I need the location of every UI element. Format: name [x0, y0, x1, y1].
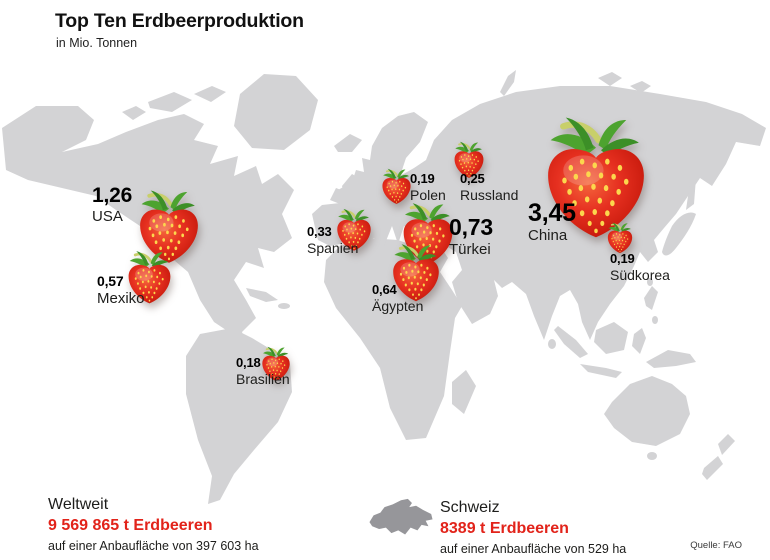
- marker-label-aegypten: 0,64 Ägypten: [372, 282, 424, 314]
- weltweit-area: auf einer Anbaufläche von 397 603 ha: [48, 539, 259, 553]
- marker-label-tuerkei: 0,73 Türkei: [449, 214, 493, 259]
- source-credit: Quelle: FAO: [690, 540, 742, 551]
- strawberry-icon-suedkorea: [607, 222, 633, 254]
- country-polen: Polen: [410, 186, 446, 203]
- country-tuerkei: Türkei: [449, 240, 491, 258]
- value-spanien: 0,33: [307, 224, 332, 239]
- country-china: China: [528, 227, 568, 244]
- value-mexiko: 0,57: [97, 273, 124, 289]
- value-polen: 0,19: [410, 171, 435, 186]
- switzerland-map-icon: [369, 498, 433, 535]
- country-suedkorea: Südkorea: [610, 266, 670, 283]
- schweiz-summary: Schweiz 8389 t Erdbeeren auf einer Anbau…: [440, 498, 626, 558]
- country-mexiko: Mexiko: [97, 289, 145, 307]
- country-aegypten: Ägypten: [372, 297, 424, 314]
- weltweit-title: Weltweit: [48, 496, 109, 513]
- marker-label-brasilien: 0,18 Brasilien: [236, 355, 290, 387]
- weltweit-production: 9 569 865 t Erdbeeren: [48, 517, 213, 534]
- schweiz-production: 8389 t Erdbeeren: [440, 520, 569, 537]
- weltweit-summary: Weltweit 9 569 865 t Erdbeeren auf einer…: [48, 495, 259, 555]
- country-brasilien: Brasilien: [236, 370, 290, 387]
- marker-label-mexiko: 0,57 Mexiko: [97, 273, 145, 307]
- value-aegypten: 0,64: [372, 282, 397, 297]
- value-china: 3,45: [528, 199, 576, 227]
- marker-label-suedkorea: 0,19 Südkorea: [610, 251, 670, 283]
- country-usa: USA: [92, 207, 123, 225]
- page-title: Top Ten Erdbeerproduktion: [55, 10, 304, 32]
- schweiz-title: Schweiz: [440, 499, 500, 516]
- page-subtitle: in Mio. Tonnen: [56, 36, 138, 50]
- value-tuerkei: 0,73: [449, 214, 493, 240]
- marker-label-usa: 1,26 USA: [92, 184, 132, 225]
- marker-label-polen: 0,19 Polen: [410, 171, 446, 203]
- schweiz-area: auf einer Anbaufläche von 529 ha: [440, 542, 627, 556]
- marker-label-russland: 0,25 Russland: [460, 171, 519, 203]
- country-russland: Russland: [460, 186, 519, 203]
- value-usa: 1,26: [92, 184, 133, 207]
- country-spanien: Spanien: [307, 239, 359, 256]
- marker-label-spanien: 0,33 Spanien: [307, 224, 359, 256]
- value-brasilien: 0,18: [236, 355, 261, 370]
- value-russland: 0,25: [460, 171, 485, 186]
- marker-label-china: 3,45 China: [528, 199, 576, 245]
- value-suedkorea: 0,19: [610, 251, 635, 266]
